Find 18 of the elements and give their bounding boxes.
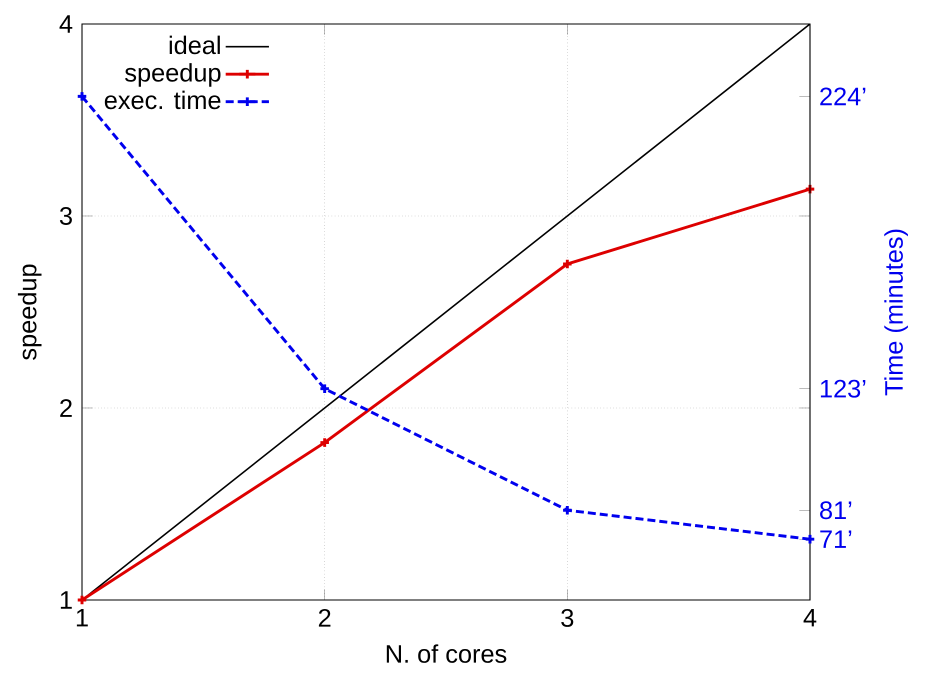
legend-label: ideal [170, 36, 220, 54]
y2-tick-label: 71’ [820, 530, 852, 548]
legend-label: speedup [125, 63, 220, 87]
x-tick-label: 2 [318, 608, 330, 627]
y2-tick-label: 81’ [820, 501, 852, 520]
legend-label: exec. time [104, 90, 220, 110]
y2-axis-title: Time (minutes) [884, 230, 908, 396]
x-axis-title: N. of cores [386, 644, 506, 663]
y-axis-title: speedup [18, 264, 42, 360]
y2-tick-label: 123’ [820, 380, 866, 398]
x-tick-label: 4 [804, 608, 816, 626]
y2-tick-label: 224’ [820, 88, 866, 106]
x-tick-label: 3 [561, 608, 574, 627]
y-tick-label: 1 [60, 591, 72, 609]
y-tick-label: 2 [60, 399, 72, 417]
y-tick-label: 4 [60, 15, 72, 33]
y-tick-label: 3 [60, 207, 72, 225]
x-tick-label: 1 [76, 608, 88, 626]
